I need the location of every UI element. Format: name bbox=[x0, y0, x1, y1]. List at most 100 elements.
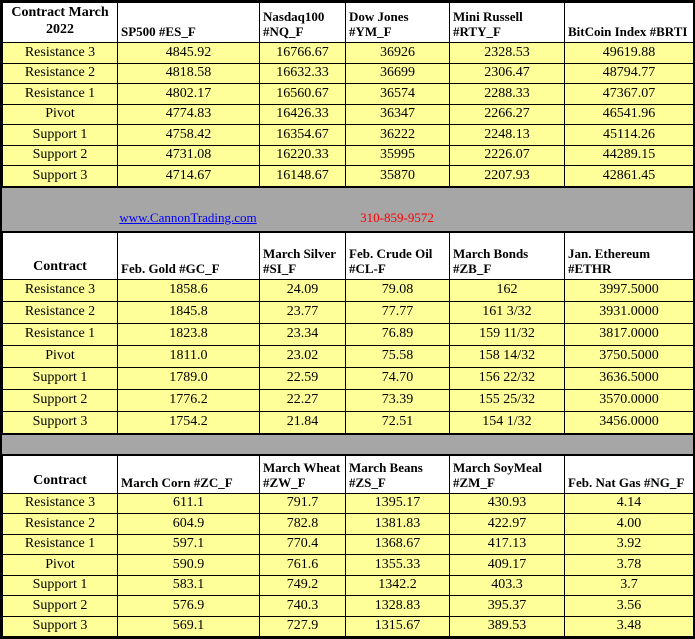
value-cell: 395.37 bbox=[449, 595, 565, 617]
contact-band: www.CannonTrading.com 310-859-9572 bbox=[2, 186, 693, 232]
value-cell: 1395.17 bbox=[345, 492, 450, 514]
value-cell: 727.9 bbox=[259, 615, 346, 637]
value-cell: 590.9 bbox=[117, 554, 260, 576]
instrument-header: Dow Jones #YM_F bbox=[345, 2, 450, 43]
value-cell: 583.1 bbox=[117, 574, 260, 596]
table-row: Resistance 2 1845.8 23.77 77.77 161 3/32 3931… bbox=[2, 300, 694, 324]
value-cell: 740.3 bbox=[259, 595, 346, 617]
website-link[interactable]: www.CannonTrading.com bbox=[119, 209, 257, 225]
instrument-header: BitCoin Index #BRTI bbox=[564, 2, 694, 43]
value-cell: 422.97 bbox=[449, 513, 565, 535]
value-cell: 1315.67 bbox=[345, 615, 450, 637]
value-cell: 75.58 bbox=[345, 344, 450, 368]
instrument-header: March Beans #ZS_F bbox=[345, 454, 450, 494]
value-cell: 49619.88 bbox=[564, 42, 694, 64]
value-cell: 16354.67 bbox=[259, 124, 346, 146]
row-label: Support 1 bbox=[2, 366, 118, 390]
value-cell: 76.89 bbox=[345, 322, 450, 346]
instrument-header: Feb. Crude Oil #CL-F bbox=[345, 231, 450, 280]
value-cell: 16426.33 bbox=[259, 103, 346, 125]
value-cell: 4845.92 bbox=[117, 42, 260, 64]
table-row: Resistance 3 611.1 791.7 1395.17 430.93 4.14 bbox=[2, 492, 694, 514]
index-futures-table: Contract March 2022 SP500 #ES_F Nasdaq100 #N… bbox=[2, 2, 694, 187]
value-cell: 36926 bbox=[345, 42, 450, 64]
value-cell: 3.92 bbox=[564, 533, 694, 555]
value-cell: 44289.15 bbox=[564, 144, 694, 166]
value-cell: 47367.07 bbox=[564, 83, 694, 105]
row-label: Support 2 bbox=[2, 595, 118, 617]
value-cell: 3570.0000 bbox=[564, 388, 694, 412]
instrument-header: Jan. Ethereum #ETHR bbox=[564, 231, 694, 280]
value-cell: 3456.0000 bbox=[564, 410, 694, 434]
value-cell: 3.78 bbox=[564, 554, 694, 576]
value-cell: 2266.27 bbox=[449, 103, 565, 125]
value-cell: 4731.08 bbox=[117, 144, 260, 166]
table-row: Pivot 1811.0 23.02 75.58 158 14/32 3750.5000 bbox=[2, 344, 694, 368]
value-cell: 23.02 bbox=[259, 344, 346, 368]
table-row: Support 2 1776.2 22.27 73.39 155 25/32 3570.0… bbox=[2, 388, 694, 412]
row-label: Pivot bbox=[2, 103, 118, 125]
value-cell: 24.09 bbox=[259, 278, 346, 302]
value-cell: 597.1 bbox=[117, 533, 260, 555]
value-cell: 3750.5000 bbox=[564, 344, 694, 368]
value-cell: 4818.58 bbox=[117, 62, 260, 84]
value-cell: 761.6 bbox=[259, 554, 346, 576]
value-cell: 4774.83 bbox=[117, 103, 260, 125]
contract-corner-header: Contract bbox=[2, 231, 118, 280]
table-row: Support 1 583.1 749.2 1342.2 403.3 3.7 bbox=[2, 574, 694, 596]
value-cell: 569.1 bbox=[117, 615, 260, 637]
row-label: Support 3 bbox=[2, 410, 118, 434]
value-cell: 36574 bbox=[345, 83, 450, 105]
value-cell: 158 14/32 bbox=[449, 344, 565, 368]
value-cell: 36222 bbox=[345, 124, 450, 146]
instrument-header: March Bonds #ZB_F bbox=[449, 231, 565, 280]
table-row: Resistance 2 4818.58 16632.33 36699 2306.47 4… bbox=[2, 62, 694, 84]
value-cell: 3636.5000 bbox=[564, 366, 694, 390]
value-cell: 16560.67 bbox=[259, 83, 346, 105]
instrument-header: March SoyMeal #ZM_F bbox=[449, 454, 565, 494]
separator-band bbox=[2, 433, 693, 455]
value-cell: 1328.83 bbox=[345, 595, 450, 617]
contract-corner-header: Contract bbox=[2, 454, 118, 494]
value-cell: 3817.0000 bbox=[564, 322, 694, 346]
value-cell: 4802.17 bbox=[117, 83, 260, 105]
value-cell: 782.8 bbox=[259, 513, 346, 535]
row-label: Resistance 1 bbox=[2, 322, 118, 346]
value-cell: 430.93 bbox=[449, 492, 565, 514]
value-cell: 2306.47 bbox=[449, 62, 565, 84]
instrument-header: Feb. Nat Gas #NG_F bbox=[564, 454, 694, 494]
row-label: Support 2 bbox=[2, 388, 118, 412]
table-row: Resistance 1 597.1 770.4 1368.67 417.13 3.92 bbox=[2, 533, 694, 555]
value-cell: 1355.33 bbox=[345, 554, 450, 576]
header-row: Contract March 2022 SP500 #ES_F Nasdaq100 #N… bbox=[2, 2, 694, 43]
value-cell: 22.59 bbox=[259, 366, 346, 390]
table-row: Resistance 3 4845.92 16766.67 36926 2328.53 4… bbox=[2, 42, 694, 64]
value-cell: 35995 bbox=[345, 144, 450, 166]
value-cell: 1858.6 bbox=[117, 278, 260, 302]
value-cell: 156 22/32 bbox=[449, 366, 565, 390]
value-cell: 1776.2 bbox=[117, 388, 260, 412]
instrument-header: Nasdaq100 #NQ_F bbox=[259, 2, 346, 43]
value-cell: 4758.42 bbox=[117, 124, 260, 146]
value-cell: 576.9 bbox=[117, 595, 260, 617]
value-cell: 36699 bbox=[345, 62, 450, 84]
value-cell: 35870 bbox=[345, 165, 450, 187]
instrument-header: March Corn #ZC_F bbox=[117, 454, 260, 494]
value-cell: 4714.67 bbox=[117, 165, 260, 187]
row-label: Resistance 3 bbox=[2, 492, 118, 514]
value-cell: 3997.5000 bbox=[564, 278, 694, 302]
value-cell: 3931.0000 bbox=[564, 300, 694, 324]
value-cell: 1811.0 bbox=[117, 344, 260, 368]
table-row: Resistance 1 4802.17 16560.67 36574 2288.33 4… bbox=[2, 83, 694, 105]
value-cell: 611.1 bbox=[117, 492, 260, 514]
value-cell: 770.4 bbox=[259, 533, 346, 555]
value-cell: 1845.8 bbox=[117, 300, 260, 324]
row-label: Resistance 2 bbox=[2, 300, 118, 324]
header-row: Contract Feb. Gold #GC_F March Silver #SI_F… bbox=[2, 231, 694, 280]
table-row: Support 2 576.9 740.3 1328.83 395.37 3.56 bbox=[2, 595, 694, 617]
value-cell: 1381.83 bbox=[345, 513, 450, 535]
value-cell: 21.84 bbox=[259, 410, 346, 434]
value-cell: 79.08 bbox=[345, 278, 450, 302]
instrument-header: Feb. Gold #GC_F bbox=[117, 231, 260, 280]
header-row: Contract March Corn #ZC_F March Wheat #ZW_F… bbox=[2, 454, 694, 494]
